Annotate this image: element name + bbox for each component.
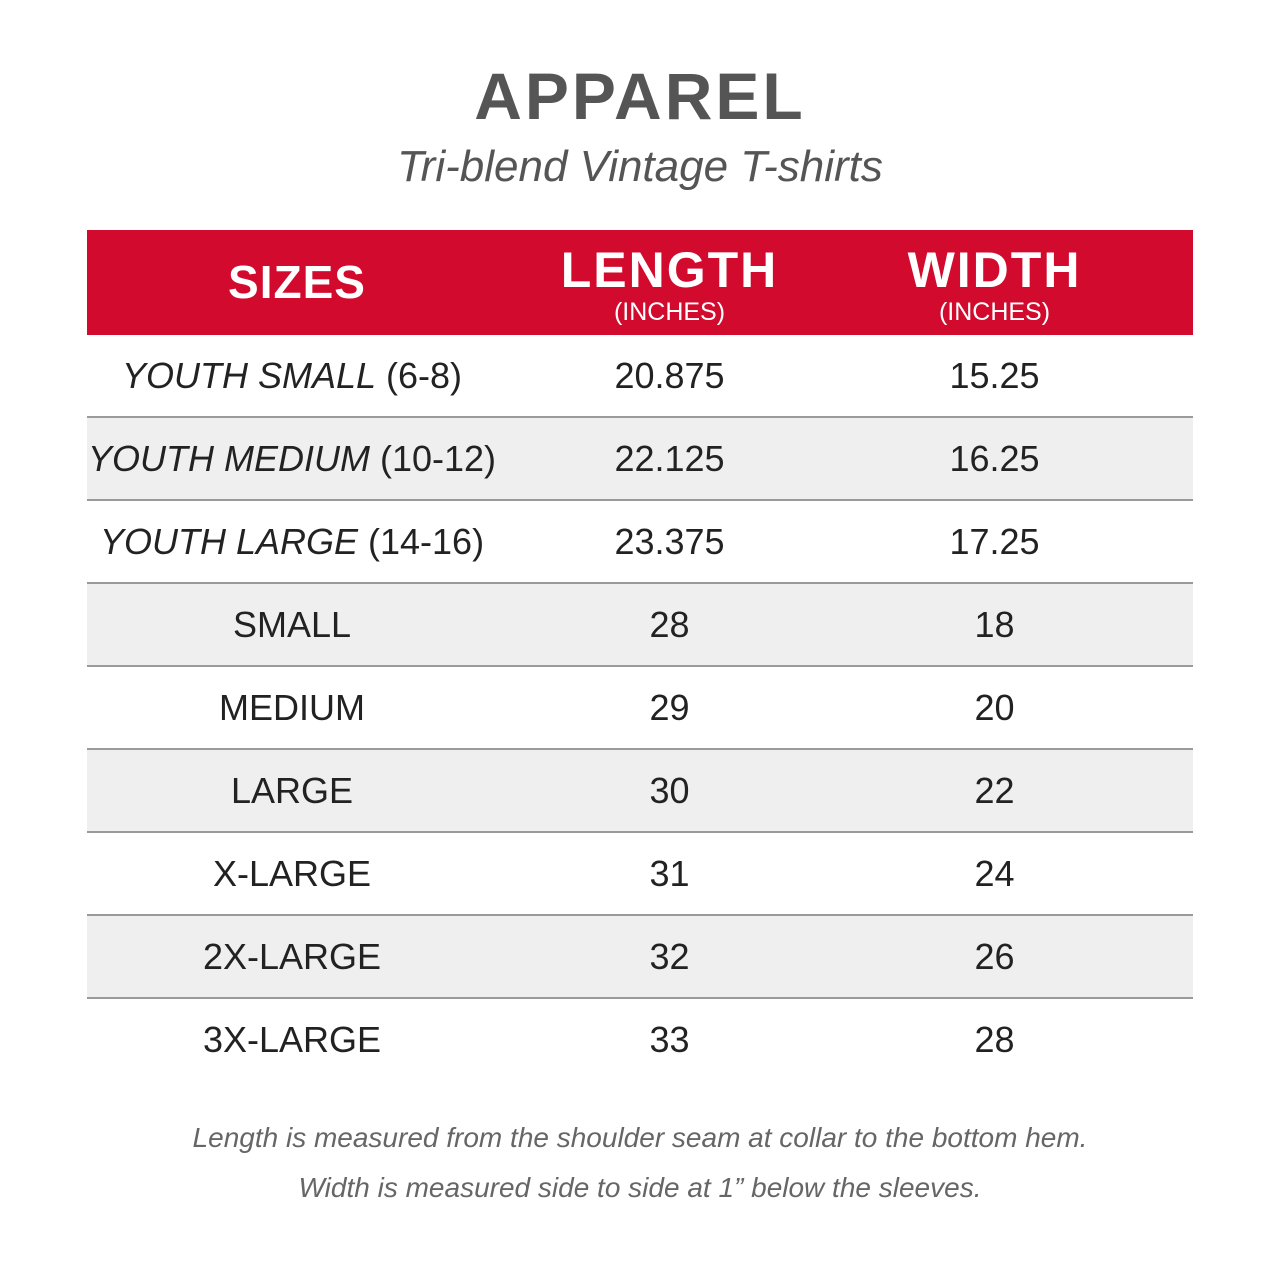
column-header-length-label: LENGTH	[560, 242, 779, 298]
length-cell: 31	[649, 853, 690, 894]
size-range: (10-12)	[379, 438, 497, 479]
size-cell: X-LARGE	[212, 853, 372, 894]
column-header-sizes-label: SIZES	[228, 256, 366, 308]
size-cell: SMALL	[232, 604, 352, 645]
width-cell: 17.25	[949, 521, 1040, 562]
table-row: 3X-LARGE 33 28	[87, 999, 1193, 1080]
size-cell: MEDIUM	[219, 687, 365, 728]
size-cell: YOUTH MEDIUM (10-12)	[87, 418, 497, 499]
size-cell: LARGE	[230, 770, 354, 811]
column-header-width: WIDTH (INCHES)	[832, 230, 1157, 335]
length-cell: 33	[649, 1019, 690, 1060]
size-cell: 3X-LARGE	[202, 1019, 382, 1060]
table-row: LARGE 30 22	[87, 750, 1193, 833]
length-cell: 22.125	[614, 438, 725, 479]
width-cell: 26	[974, 936, 1015, 977]
table-header-row: SIZES LENGTH (INCHES) WIDTH (INCHES)	[87, 230, 1193, 335]
length-cell: 32	[649, 936, 690, 977]
page-title: APPAREL	[474, 59, 806, 133]
length-footnote: Length is measured from the shoulder sea…	[192, 1122, 1088, 1153]
column-header-length-unit: (INCHES)	[613, 298, 726, 326]
length-cell: 28	[649, 604, 690, 645]
column-header-width-label: WIDTH	[907, 242, 1082, 298]
table-row: 2X-LARGE 32 26	[87, 916, 1193, 999]
length-cell: 30	[649, 770, 690, 811]
size-name: YOUTH SMALL	[121, 355, 377, 396]
length-cell: 29	[649, 687, 690, 728]
size-range: (14-16)	[368, 521, 485, 562]
size-chart-table: SIZES LENGTH (INCHES) WIDTH (INCHES) YOU…	[87, 230, 1193, 1080]
table-row: MEDIUM 29 20	[87, 667, 1193, 750]
width-cell: 28	[974, 1019, 1015, 1060]
width-cell: 18	[974, 604, 1015, 645]
table-row: YOUTH MEDIUM (10-12) 22.125 16.25	[87, 418, 1193, 501]
column-header-width-unit: (INCHES)	[938, 298, 1051, 326]
width-cell: 20	[974, 687, 1015, 728]
width-cell: 15.25	[949, 355, 1040, 396]
table-row: SMALL 28 18	[87, 584, 1193, 667]
size-cell: 2X-LARGE	[202, 936, 382, 977]
column-header-sizes: SIZES	[87, 230, 507, 335]
length-cell: 23.375	[614, 521, 725, 562]
table-row: YOUTH SMALL (6-8) 20.875 15.25	[87, 335, 1193, 418]
size-cell: YOUTH SMALL (6-8)	[87, 335, 497, 416]
size-name: YOUTH LARGE	[99, 521, 358, 562]
table-row: YOUTH LARGE (14-16) 23.375 17.25	[87, 501, 1193, 584]
column-header-length: LENGTH (INCHES)	[507, 230, 832, 335]
table-row: X-LARGE 31 24	[87, 833, 1193, 916]
size-cell: YOUTH LARGE (14-16)	[87, 501, 497, 582]
width-cell: 16.25	[949, 438, 1040, 479]
width-cell: 24	[974, 853, 1015, 894]
width-footnote: Width is measured side to side at 1” bel…	[298, 1172, 982, 1203]
width-cell: 22	[974, 770, 1015, 811]
size-name: YOUTH MEDIUM	[87, 438, 370, 479]
page-subtitle: Tri-blend Vintage T-shirts	[397, 142, 883, 191]
size-range: (6-8)	[386, 355, 463, 396]
length-cell: 20.875	[614, 355, 725, 396]
